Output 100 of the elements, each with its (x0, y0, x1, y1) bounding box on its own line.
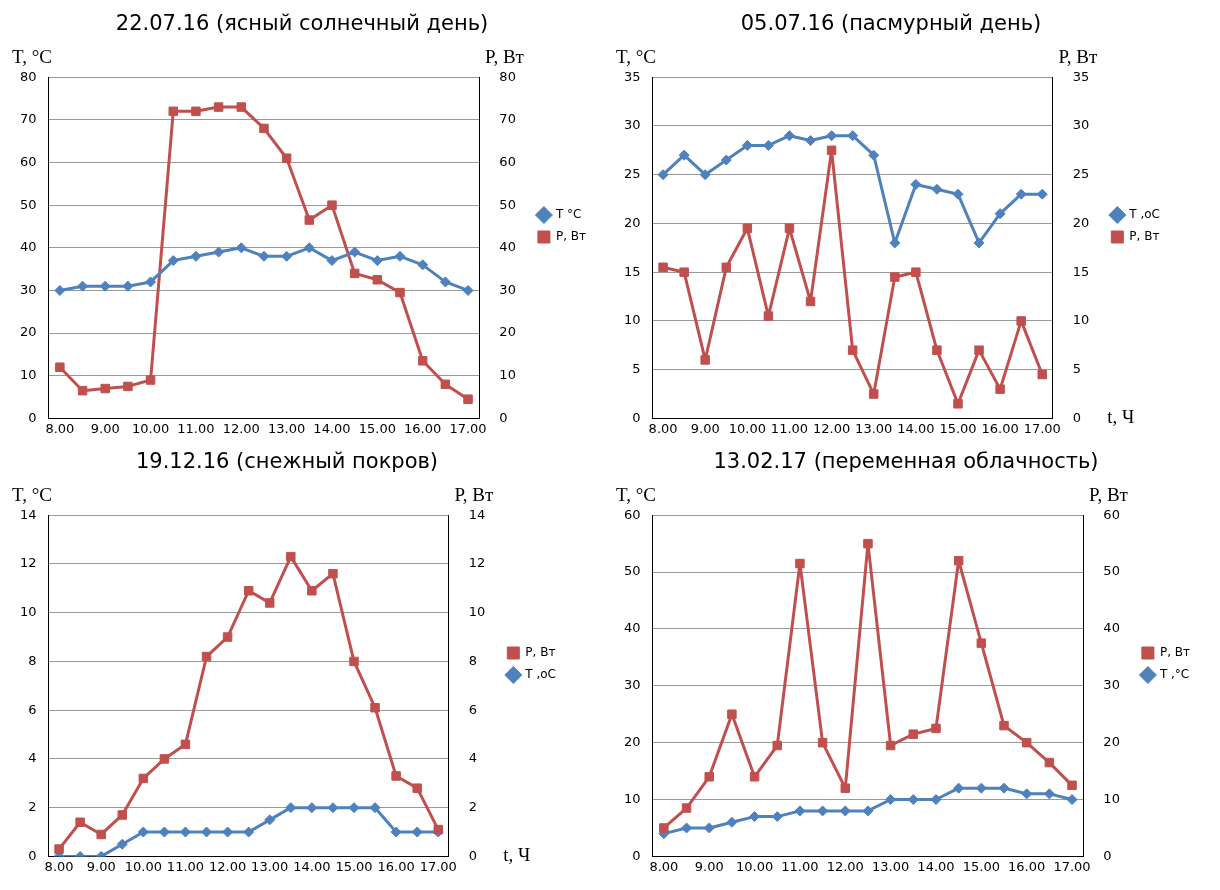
point (327, 802, 339, 814)
point (998, 782, 1010, 794)
point (55, 362, 65, 372)
x-tick-label: 14.00 (897, 420, 935, 436)
point (145, 375, 156, 385)
point (463, 394, 473, 404)
point (306, 802, 318, 814)
x-axis-title: t, Ч (503, 844, 531, 866)
point (726, 816, 738, 828)
x-tick-label: 13.00 (251, 858, 289, 874)
x-tick-label: 12.00 (826, 858, 864, 874)
x-tick-label: 11.00 (177, 420, 215, 436)
y-tick-label: 8 (28, 652, 37, 668)
y-tick-label: 70 (20, 111, 37, 127)
x-tick-label: 17.00 (449, 420, 487, 436)
y-axis-title: T, °C (616, 483, 656, 505)
y2-tick-label: 6 (468, 701, 478, 717)
y-tick-label: 25 (624, 166, 641, 182)
y-tick-label: 50 (624, 563, 641, 579)
x-tick-label: 12.00 (208, 858, 247, 874)
y-tick-label: 0 (632, 409, 641, 425)
point (390, 826, 402, 838)
y2-tick-label: 60 (499, 153, 516, 169)
point (995, 384, 1005, 394)
point (742, 223, 753, 234)
y2-tick-label: 12 (468, 555, 486, 571)
point (349, 268, 360, 279)
x-axis-title: t, Ч (1107, 406, 1135, 428)
point (1016, 316, 1026, 326)
point (658, 262, 668, 273)
point (862, 805, 874, 817)
point (391, 771, 401, 781)
x-tick-label: 12.00 (812, 420, 851, 436)
x-tick-label: 14.00 (293, 858, 331, 874)
x-tick-label: 11.00 (781, 858, 819, 874)
chart-title: 05.07.16 (пасмурный день) (740, 11, 1042, 36)
y-axis-title: T, °C (12, 45, 52, 67)
point (863, 538, 873, 549)
x-tick-label: 8.00 (648, 420, 678, 436)
point (817, 737, 828, 748)
x-tick-label: 9.00 (690, 420, 720, 436)
y2-tick-label: 10 (468, 604, 486, 620)
y2-tick-label: 20 (1103, 734, 1120, 750)
point (890, 272, 900, 282)
point (123, 381, 133, 392)
x-tick-label: 16.00 (377, 858, 415, 874)
y-tick-label: 0 (632, 847, 641, 863)
point (417, 259, 429, 271)
point (1044, 757, 1055, 768)
y2-tick-label: 10 (1103, 790, 1120, 806)
legend-label: P, Вт (525, 645, 556, 660)
point (679, 267, 689, 277)
point (885, 740, 896, 751)
legend-label: P, Вт (1159, 645, 1191, 660)
point (795, 558, 805, 569)
point (96, 829, 106, 840)
x-tick-label: 15.00 (358, 420, 396, 436)
x-tick-label: 9.00 (90, 420, 120, 436)
point (931, 723, 941, 734)
point (1021, 737, 1032, 748)
x-tick-label: 11.00 (770, 420, 809, 436)
point (243, 826, 255, 838)
y2-tick-label: 4 (468, 750, 478, 766)
point (286, 551, 296, 562)
x-tick-label: 12.00 (222, 420, 260, 436)
y2-tick-label: 0 (1103, 847, 1112, 863)
x-tick-label: 10.00 (124, 858, 162, 874)
point (1037, 369, 1047, 380)
y2-tick-label: 10 (1072, 312, 1090, 328)
point (307, 586, 317, 596)
y2-tick-label: 30 (499, 281, 516, 297)
x-tick-label: 15.00 (939, 420, 977, 436)
y-tick-label: 5 (632, 361, 641, 377)
x-tick-label: 10.00 (131, 420, 170, 436)
y2-tick-label: 2 (468, 799, 478, 815)
y2-tick-label: 50 (1103, 563, 1120, 579)
x-tick-label: 14.00 (917, 858, 955, 874)
y2-tick-label: 80 (499, 68, 516, 84)
point (117, 810, 128, 820)
y2-tick-label: 14 (468, 506, 486, 522)
y-tick-label: 6 (28, 701, 37, 717)
point (168, 106, 178, 117)
point (840, 783, 851, 793)
y-tick-label: 12 (20, 555, 37, 571)
point (700, 355, 710, 365)
y-tick-label: 50 (20, 196, 37, 212)
x-tick-label: 13.00 (268, 420, 306, 436)
y-axis-title: T, °C (616, 45, 656, 67)
point (371, 255, 383, 267)
point (213, 246, 225, 258)
y2-tick-label: 70 (499, 111, 516, 127)
point (657, 169, 669, 181)
x-tick-label: 8.00 (45, 420, 75, 436)
point (1015, 188, 1027, 200)
point (678, 149, 690, 161)
point (190, 250, 202, 262)
point (213, 102, 224, 112)
point (953, 555, 964, 566)
y2-axis-title: P, Вт (1058, 45, 1099, 67)
point (911, 267, 921, 277)
